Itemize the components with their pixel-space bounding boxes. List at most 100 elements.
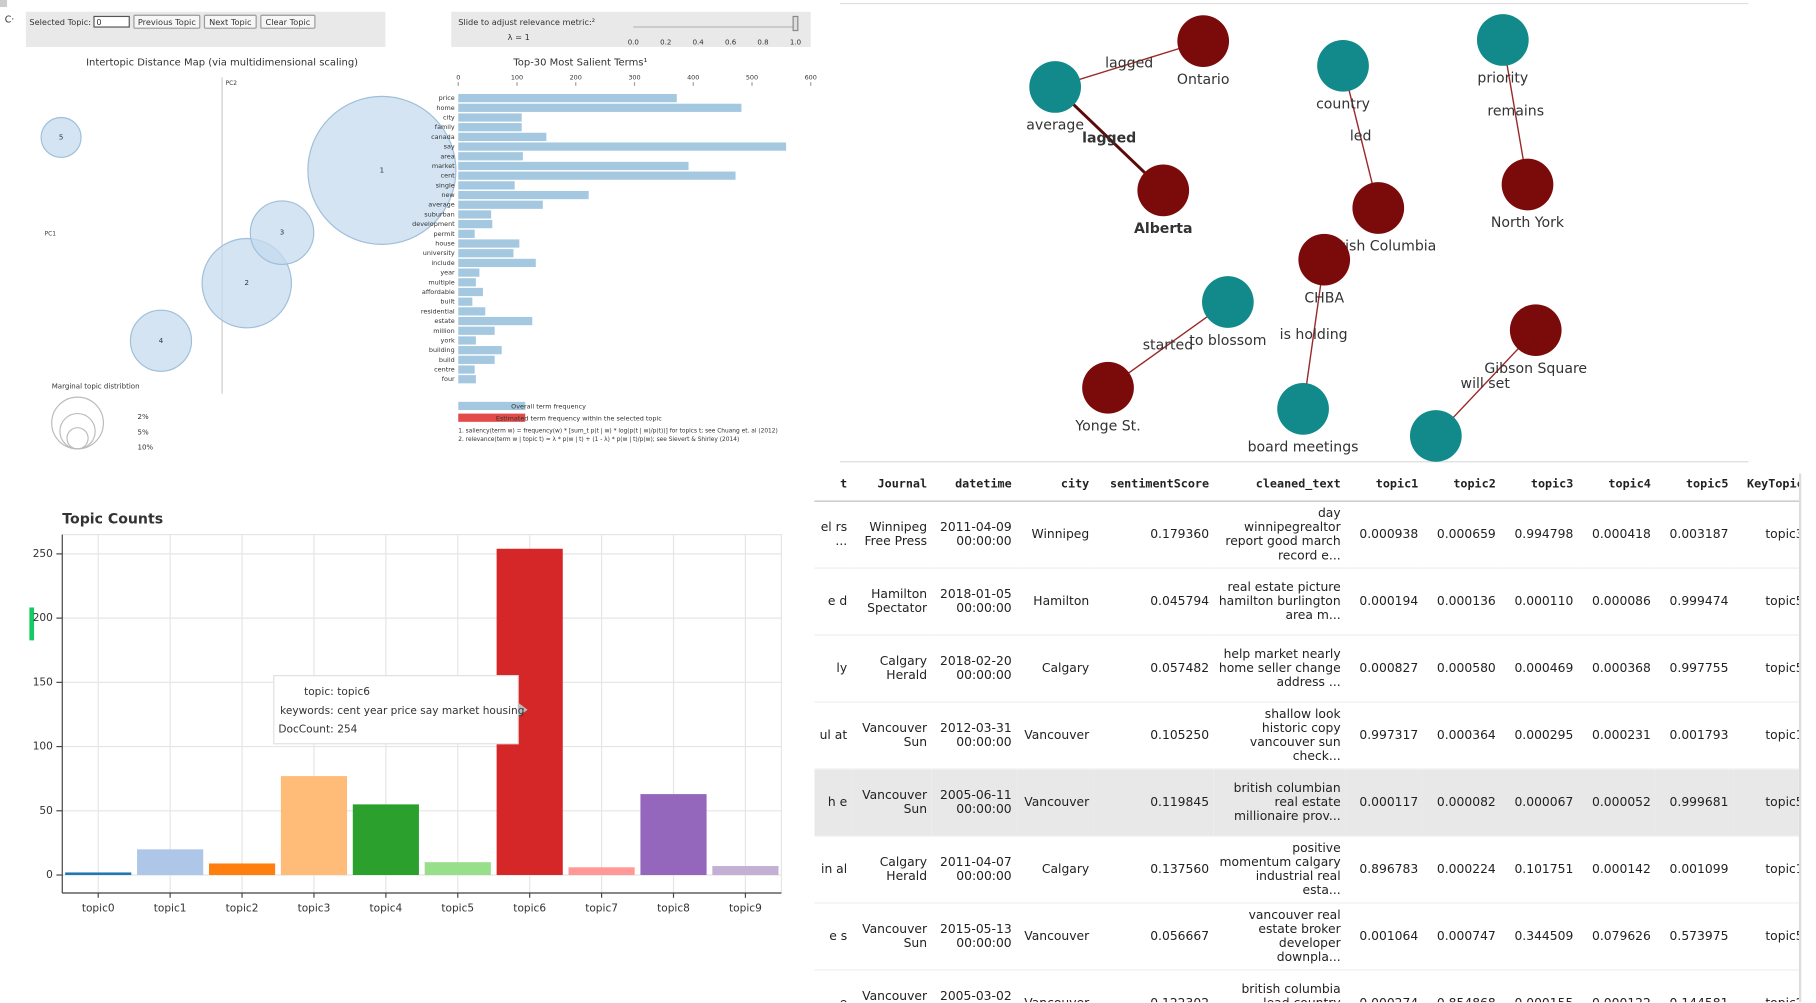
table-cell: 0.000469 xyxy=(1500,635,1579,703)
graph-node[interactable] xyxy=(1137,164,1190,217)
topic-number: 3 xyxy=(280,228,284,237)
bar[interactable] xyxy=(352,804,419,876)
bar[interactable] xyxy=(712,866,779,876)
graph-node[interactable] xyxy=(1202,276,1254,328)
column-header: topic3 xyxy=(1500,473,1579,502)
term-bar xyxy=(458,278,476,287)
topic-bubble[interactable] xyxy=(129,309,193,372)
table-cell: 0.045794 xyxy=(1093,568,1214,636)
term-label: city xyxy=(443,113,455,121)
button[interactable] xyxy=(203,14,257,29)
table-cell: topic5 xyxy=(1733,568,1799,636)
graph-node[interactable] xyxy=(1082,361,1134,414)
button[interactable] xyxy=(133,14,201,29)
bar[interactable] xyxy=(424,862,491,876)
x-tick-label: topic5 xyxy=(441,902,474,914)
term-bar xyxy=(458,346,502,355)
marginal-circle xyxy=(51,396,104,450)
chart-title: Topic Counts xyxy=(62,511,163,527)
term-label: development xyxy=(412,220,455,228)
edge-label: started xyxy=(1143,337,1193,353)
table-cell: topic5 xyxy=(1733,902,1799,971)
x-tick-label: topic8 xyxy=(657,902,690,914)
slider-box xyxy=(451,11,811,47)
table-cell: 0.003187 xyxy=(1655,501,1734,569)
graph-node[interactable] xyxy=(1298,233,1351,286)
table-cell: Vancouver xyxy=(1016,969,1094,1003)
table-cell: 0.079626 xyxy=(1578,902,1656,971)
table-cell: shallow look historic copy vancouver sun… xyxy=(1213,702,1346,770)
bar[interactable] xyxy=(640,794,707,876)
node-label: North York xyxy=(1491,215,1565,231)
graph-node[interactable] xyxy=(1476,14,1529,66)
term-bar xyxy=(458,152,523,161)
slider-handle[interactable] xyxy=(792,15,799,32)
graph-node[interactable] xyxy=(1317,39,1369,92)
topic-number: 5 xyxy=(59,132,63,141)
topic-bubble[interactable] xyxy=(307,95,457,245)
bar[interactable] xyxy=(208,863,276,876)
topic-input[interactable] xyxy=(93,15,130,28)
table-cell: 2018-02-20 00:00:00 xyxy=(931,635,1017,703)
graph-node[interactable] xyxy=(1029,61,1081,113)
node-label: British Columbia xyxy=(1320,239,1436,255)
y-tick-label: 250 xyxy=(33,548,53,560)
table-cell: 0.000747 xyxy=(1422,902,1501,971)
table-cell: 2005-06-11 00:00:00 xyxy=(931,769,1017,837)
table-cell: Vancouver Sun xyxy=(851,769,932,837)
table-cell: 2018-01-05 00:00:00 xyxy=(931,568,1017,636)
graph-node[interactable] xyxy=(1509,304,1562,357)
x-tick-label: 300 xyxy=(628,74,640,82)
column-header: sentimentScore xyxy=(1093,473,1214,502)
marginal-label: 2% xyxy=(137,412,148,421)
chart-title: Top-30 Most Salient Terms¹ xyxy=(512,57,647,68)
term-label: four xyxy=(442,375,455,383)
slider-tick: 0.0 xyxy=(628,37,640,46)
column-header: datetime xyxy=(931,473,1017,502)
bar[interactable] xyxy=(280,776,348,876)
table-cell: 2012-03-31 00:00:00 xyxy=(931,702,1017,770)
x-tick-label: topic9 xyxy=(729,902,762,914)
term-bar xyxy=(458,200,543,209)
term-label: single xyxy=(436,181,455,189)
bar[interactable] xyxy=(65,872,132,876)
marginal-circle xyxy=(59,413,96,450)
button[interactable] xyxy=(260,14,316,29)
graph-node[interactable] xyxy=(1410,410,1462,462)
legend-swatch xyxy=(458,413,526,422)
y-tick-label: 100 xyxy=(33,741,53,753)
graph-node[interactable] xyxy=(1352,182,1405,234)
node-label: board meetings xyxy=(1248,440,1359,456)
table-cell: 0.101751 xyxy=(1500,836,1579,904)
graph-node[interactable] xyxy=(1277,383,1329,435)
marginal-label: 5% xyxy=(137,427,148,436)
table-row: e s Vancouver Sun 2015-05-13 00:00:00 Vanco… xyxy=(814,902,1799,971)
control-label: Selected Topic: xyxy=(29,17,91,27)
topic-bubble[interactable] xyxy=(249,200,315,265)
tooltip-value: cent year price say market housing xyxy=(337,705,524,717)
node-label: Yonge St. xyxy=(1074,419,1140,435)
table-cell: 0.000052 xyxy=(1578,769,1656,837)
table-cell: real estate picture hamilton burlington … xyxy=(1213,568,1346,636)
graph-node[interactable] xyxy=(1501,158,1554,211)
table-cell: 2015-05-13 00:00:00 xyxy=(931,902,1017,971)
x-tick-label: 0 xyxy=(456,74,460,82)
tab-icon xyxy=(0,0,8,8)
table-cell: topic1 xyxy=(1733,836,1799,904)
node-label: priority xyxy=(1477,71,1528,87)
y-tick-label: 150 xyxy=(33,676,53,688)
bar[interactable] xyxy=(137,849,204,876)
node-label: average xyxy=(1026,118,1084,134)
node-label: Alberta xyxy=(1134,221,1193,237)
graph-node[interactable] xyxy=(1177,15,1230,67)
topic-bubble[interactable] xyxy=(40,116,82,159)
table-cell: topic1 xyxy=(1733,702,1799,770)
table-cell: 0.000938 xyxy=(1345,501,1423,569)
table-cell: 0.997755 xyxy=(1655,635,1734,703)
column-header: t xyxy=(814,473,852,502)
bar[interactable] xyxy=(568,867,635,876)
term-label: family xyxy=(435,123,455,131)
term-label: affordable xyxy=(422,288,455,296)
table-cell: positive momentum calgary industrial rea… xyxy=(1213,836,1346,904)
